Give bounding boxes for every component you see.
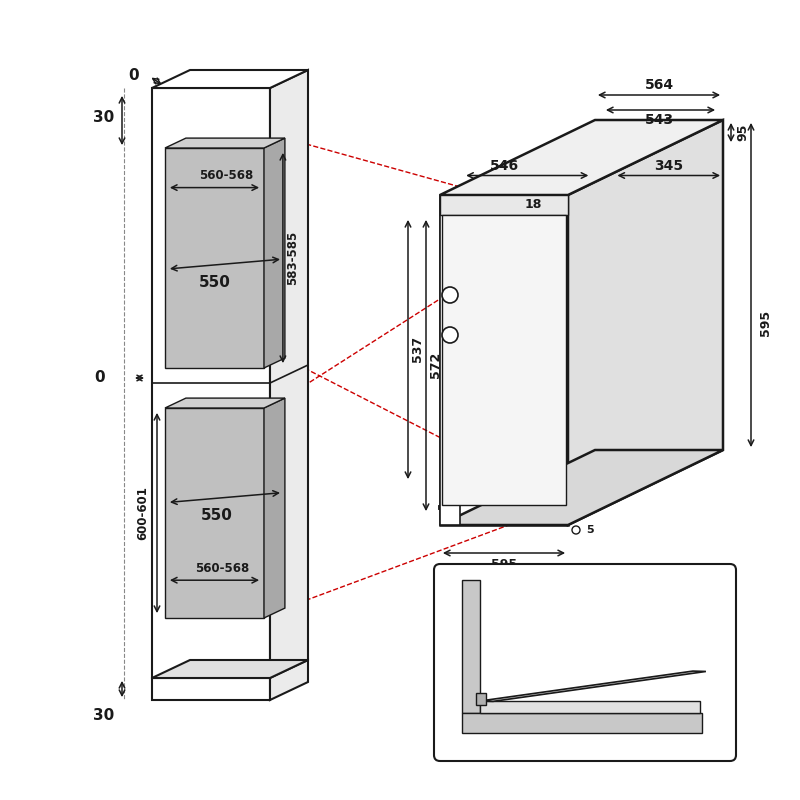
Text: 477: 477 [574, 662, 599, 674]
Text: 89°: 89° [518, 643, 542, 657]
Text: 600-601: 600-601 [137, 486, 150, 540]
Polygon shape [440, 450, 723, 525]
Polygon shape [264, 398, 285, 618]
Polygon shape [270, 70, 308, 678]
Text: 30: 30 [94, 110, 114, 126]
Polygon shape [152, 660, 308, 678]
Text: 0: 0 [129, 69, 139, 83]
Text: 10: 10 [644, 741, 662, 754]
Text: 543: 543 [645, 113, 674, 127]
Text: 550: 550 [199, 274, 231, 290]
Text: 572: 572 [429, 352, 442, 378]
Text: 0: 0 [94, 370, 106, 386]
Bar [152, 88, 270, 678]
Text: 546: 546 [490, 158, 518, 173]
Text: 595: 595 [491, 558, 517, 571]
Circle shape [572, 526, 580, 534]
Bar [440, 195, 568, 215]
Bar [476, 693, 486, 705]
Polygon shape [264, 138, 285, 368]
Text: 95: 95 [737, 123, 750, 141]
Text: 537: 537 [411, 336, 425, 362]
Text: 550: 550 [201, 508, 233, 523]
Text: 30: 30 [94, 707, 114, 722]
Polygon shape [568, 120, 723, 525]
Bar [462, 580, 480, 713]
Text: 595: 595 [758, 310, 771, 335]
Bar [442, 215, 566, 505]
Bar [440, 195, 460, 525]
Text: 560-568: 560-568 [199, 169, 254, 182]
Text: 583-585: 583-585 [286, 231, 299, 285]
Polygon shape [440, 120, 723, 195]
Text: 345: 345 [654, 158, 683, 173]
Text: 18: 18 [524, 198, 542, 211]
Polygon shape [165, 398, 285, 408]
Bar [165, 408, 264, 618]
Circle shape [442, 327, 458, 343]
Text: 560-568: 560-568 [195, 562, 250, 574]
Circle shape [442, 287, 458, 303]
Polygon shape [270, 660, 308, 700]
Text: 564: 564 [645, 78, 674, 92]
Bar [152, 678, 270, 700]
FancyBboxPatch shape [434, 564, 736, 761]
Text: 5: 5 [586, 525, 594, 535]
Bar [165, 148, 264, 368]
Text: 0: 0 [683, 701, 691, 711]
Polygon shape [165, 138, 285, 148]
Bar [480, 701, 700, 713]
Bar [440, 195, 568, 525]
Text: 20: 20 [503, 574, 521, 586]
Polygon shape [152, 70, 308, 88]
Bar [462, 713, 702, 733]
Polygon shape [480, 671, 706, 702]
